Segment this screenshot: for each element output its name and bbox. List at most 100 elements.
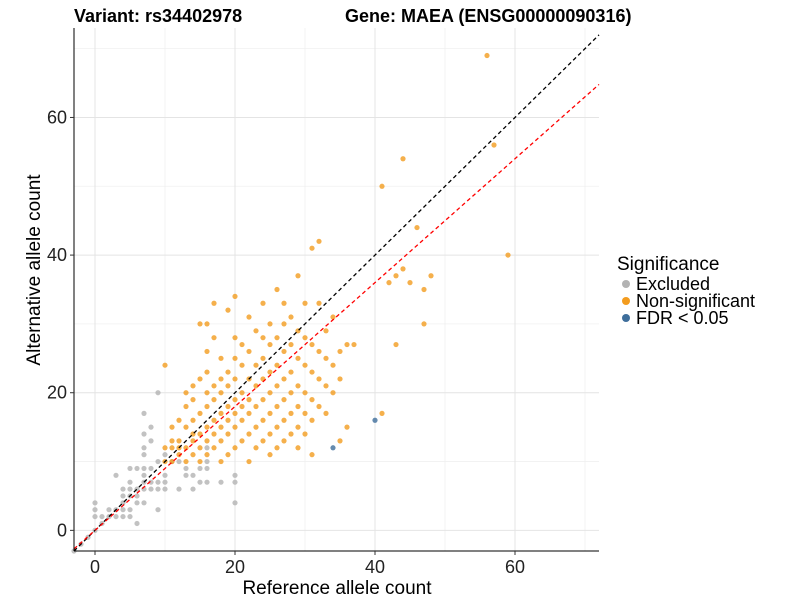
data-point — [204, 445, 210, 451]
data-point — [218, 410, 224, 416]
data-point — [162, 486, 168, 492]
data-point — [232, 500, 238, 506]
legend-label: Excluded — [636, 274, 710, 294]
y-tick-label: 40 — [47, 245, 67, 265]
data-point — [92, 507, 98, 513]
title-variant: Variant: rs34402978 — [74, 6, 242, 26]
data-point — [204, 424, 210, 430]
data-point — [169, 438, 175, 444]
data-point — [351, 341, 357, 348]
data-point — [183, 458, 189, 465]
data-point — [309, 397, 315, 403]
data-point — [421, 321, 427, 327]
data-point — [183, 403, 189, 410]
data-point — [162, 362, 168, 368]
data-point — [204, 479, 210, 485]
data-point — [267, 341, 273, 348]
data-point — [197, 479, 203, 485]
data-point — [309, 417, 315, 423]
data-point — [120, 507, 126, 513]
data-point — [274, 424, 280, 430]
data-point — [148, 424, 154, 430]
data-point — [197, 410, 203, 416]
data-point — [239, 341, 245, 348]
data-point — [246, 410, 252, 416]
data-points — [71, 52, 511, 554]
data-point — [141, 465, 147, 472]
y-tick-label: 0 — [57, 520, 67, 540]
data-point — [330, 362, 336, 368]
data-point — [162, 445, 168, 451]
data-point — [232, 397, 238, 403]
data-point — [176, 458, 182, 465]
data-point — [218, 438, 224, 444]
data-point — [176, 417, 182, 423]
y-tick-label: 60 — [47, 107, 67, 127]
data-point — [218, 458, 224, 465]
data-point — [190, 438, 196, 444]
data-point — [183, 445, 189, 451]
data-point — [232, 424, 238, 430]
data-point — [281, 321, 287, 327]
data-point — [155, 507, 161, 513]
data-point — [253, 424, 259, 430]
data-point — [302, 300, 308, 306]
data-point — [281, 348, 287, 355]
data-point — [281, 397, 287, 403]
data-point — [120, 493, 126, 499]
data-point — [274, 383, 280, 389]
data-point — [127, 486, 133, 492]
data-point — [330, 445, 336, 451]
data-point — [134, 500, 140, 506]
data-point — [141, 431, 147, 437]
data-point — [204, 438, 210, 444]
data-point — [393, 341, 399, 348]
data-point — [169, 445, 175, 451]
data-point — [400, 266, 406, 272]
data-point — [260, 417, 266, 423]
data-point — [281, 417, 287, 423]
data-point — [246, 431, 252, 437]
data-point — [281, 376, 287, 382]
data-point — [232, 472, 238, 478]
x-tick-label: 60 — [505, 557, 525, 577]
data-point — [218, 390, 224, 396]
data-point — [99, 513, 105, 520]
data-point — [267, 410, 273, 416]
data-point — [239, 438, 245, 444]
data-point — [316, 300, 322, 306]
data-point — [211, 417, 217, 423]
data-point — [141, 472, 147, 478]
data-point — [309, 369, 315, 375]
data-point — [323, 383, 329, 389]
data-point — [204, 452, 210, 458]
data-point — [134, 520, 140, 527]
data-point — [232, 293, 238, 299]
data-point — [190, 472, 196, 478]
data-point — [204, 321, 210, 327]
data-point — [337, 438, 343, 444]
legend-title: Significance — [617, 254, 719, 275]
x-ticks: 0 20 40 60 — [90, 551, 525, 577]
data-point — [295, 403, 301, 410]
data-point — [148, 486, 154, 492]
x-tick-label: 20 — [225, 557, 245, 577]
data-point — [232, 335, 238, 341]
data-point — [288, 341, 294, 348]
data-point — [204, 458, 210, 465]
data-point — [253, 403, 259, 410]
data-point — [106, 507, 112, 513]
data-point — [246, 458, 252, 465]
data-point — [253, 328, 259, 334]
data-point — [323, 410, 329, 416]
y-ticks: 0 20 40 60 — [47, 107, 74, 540]
data-point — [225, 369, 231, 375]
data-point — [414, 224, 420, 231]
data-point — [274, 335, 280, 341]
data-point — [225, 307, 231, 313]
data-point — [316, 238, 322, 244]
data-point — [274, 362, 280, 368]
data-point — [505, 252, 511, 258]
data-point — [281, 438, 287, 444]
data-point — [204, 403, 210, 410]
